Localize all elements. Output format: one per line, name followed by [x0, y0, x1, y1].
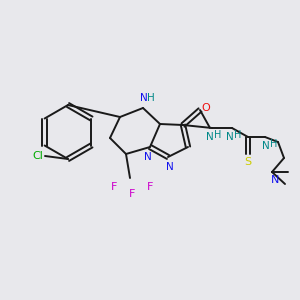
Text: H: H — [234, 130, 242, 140]
Text: N: N — [140, 93, 148, 103]
Text: N: N — [144, 152, 152, 162]
Text: N: N — [166, 162, 174, 172]
Text: F: F — [111, 182, 117, 192]
Text: F: F — [147, 182, 153, 192]
Text: N: N — [226, 132, 234, 142]
Text: H: H — [147, 93, 155, 103]
Text: N: N — [206, 132, 214, 142]
Text: H: H — [270, 139, 278, 149]
Text: N: N — [262, 141, 270, 151]
Text: O: O — [202, 103, 210, 113]
Text: N: N — [271, 175, 279, 185]
Text: S: S — [244, 157, 252, 167]
Text: H: H — [214, 130, 222, 140]
Text: F: F — [129, 189, 135, 199]
Text: Cl: Cl — [33, 151, 44, 161]
